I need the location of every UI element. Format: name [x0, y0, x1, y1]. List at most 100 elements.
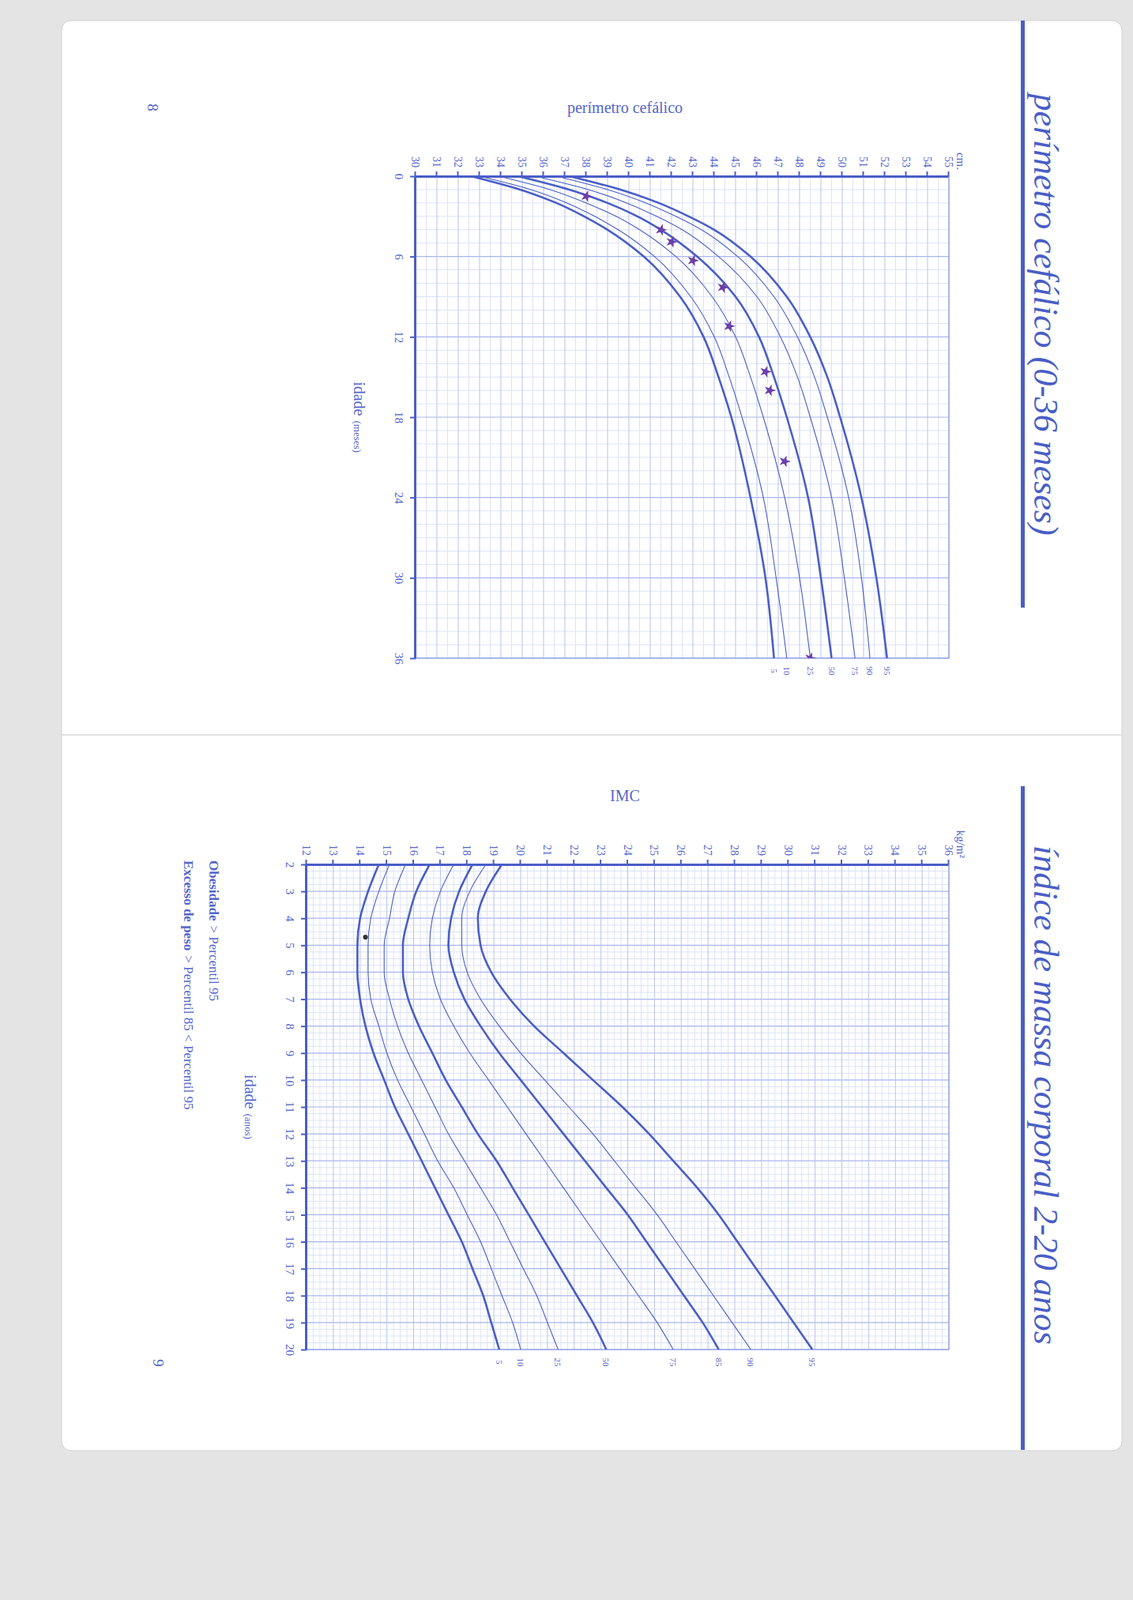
- y-tick-mark: [894, 859, 896, 865]
- y-tick: 15: [380, 844, 393, 865]
- y-tick-mark: [385, 859, 388, 865]
- y-tick-mark: [414, 171, 417, 177]
- x-tick: 16: [283, 1236, 307, 1250]
- y-tick: 34: [494, 156, 507, 177]
- grid-line: [671, 176, 673, 659]
- y-tick-label: 52: [878, 156, 891, 168]
- y-tick: 54: [921, 156, 934, 177]
- x-tick-label: 16: [283, 1236, 297, 1250]
- y-tick-mark: [478, 171, 481, 177]
- y-axis-title: perímetro cefálico: [567, 98, 683, 117]
- measurement-point: [362, 934, 368, 940]
- annotation: Excesso de peso> Percentil 85 < Percenti…: [180, 860, 196, 1111]
- x-tick-mark: [410, 417, 416, 419]
- y-tick-label: 14: [353, 844, 366, 856]
- x-tick-label: 8: [283, 1023, 297, 1030]
- y-tick-mark: [606, 171, 609, 177]
- y-tick-label: 25: [647, 844, 660, 856]
- y-tick-mark: [436, 171, 438, 177]
- percentile-label: 5: [494, 1359, 505, 1365]
- x-tick-mark: [301, 1214, 307, 1216]
- x-tick-label: 36: [392, 652, 406, 666]
- y-tick-mark: [305, 859, 308, 865]
- y-tick: 27: [701, 844, 714, 865]
- y-tick: 28: [728, 844, 741, 865]
- percentile-curve: [556, 176, 870, 659]
- y-tick: 34: [888, 844, 901, 865]
- y-tick-label: 38: [579, 156, 592, 168]
- y-tick-mark: [777, 171, 780, 177]
- annotation: Obesidade> Percentil 95: [206, 860, 222, 1002]
- percentile-curve: [357, 864, 500, 1350]
- grid-line: [415, 336, 949, 338]
- x-axis: 061218243036: [392, 173, 416, 666]
- y-tick: 39: [601, 156, 614, 177]
- grid-line: [415, 255, 949, 257]
- x-tick-mark: [301, 1160, 307, 1163]
- grid-line: [734, 864, 736, 1350]
- y-tick-label: 42: [665, 156, 678, 168]
- y-tick-mark: [628, 171, 630, 177]
- y-tick-label: 13: [327, 844, 339, 856]
- x-tick-label: 18: [392, 411, 406, 424]
- plot-area: [306, 864, 949, 1350]
- grid: [415, 176, 949, 659]
- y-tick: 45: [729, 156, 742, 177]
- y-tick-label: 31: [809, 844, 821, 856]
- y-tick-mark: [867, 859, 870, 865]
- x-tick-label: 9: [283, 1050, 297, 1058]
- texts: 510255075859095índice de massa corporal …: [150, 786, 1066, 1450]
- y-tick-mark: [466, 859, 468, 865]
- y-tick-mark: [412, 859, 415, 865]
- x-tick: 5: [283, 942, 307, 949]
- y-tick-mark: [921, 859, 923, 865]
- y-tick-mark: [331, 859, 334, 865]
- y-tick-label: 30: [782, 844, 795, 856]
- x-tick-mark: [410, 496, 416, 499]
- grid-line: [546, 864, 548, 1350]
- x-tick: 0: [392, 173, 416, 181]
- y-tick-label: 45: [729, 156, 742, 168]
- y-axis-unit: cm.: [954, 152, 968, 170]
- y-tick-mark: [756, 171, 758, 177]
- x-tick: 17: [283, 1263, 307, 1277]
- grid-line: [778, 176, 780, 659]
- x-tick-label: 20: [283, 1343, 297, 1356]
- page-number: 8: [144, 103, 162, 112]
- y-tick-mark: [542, 171, 545, 177]
- y-tick-label: 31: [430, 156, 443, 168]
- x-tick-mark: [301, 1052, 307, 1054]
- y-tick: 41: [643, 156, 656, 177]
- y-tick-mark: [519, 859, 522, 865]
- x-tick-mark: [301, 1241, 307, 1243]
- fold: [61, 734, 1122, 736]
- percentile-curve: [402, 864, 607, 1350]
- y-tick: 23: [594, 844, 607, 865]
- percentile-label: 25: [553, 1358, 563, 1368]
- y-tick-mark: [820, 171, 822, 177]
- x-axis-title-unit: (meses): [351, 420, 364, 452]
- percentile-curve: [534, 176, 855, 659]
- y-tick: 36: [537, 156, 550, 177]
- y-tick-label: 17: [433, 844, 446, 856]
- y-tick-label: 54: [921, 156, 934, 168]
- grid-line: [466, 864, 468, 1350]
- y-tick: 42: [665, 156, 678, 177]
- y-tick: 43: [686, 156, 699, 177]
- y-tick: 31: [430, 156, 443, 177]
- x-tick: 20: [283, 1343, 307, 1356]
- percentile-label: 90: [745, 1358, 756, 1368]
- y-tick-label: 32: [451, 156, 464, 168]
- y-tick-label: 28: [728, 844, 741, 856]
- x-tick-mark: [301, 1187, 307, 1190]
- y-tick-label: 51: [857, 156, 870, 168]
- y-tick-label: 18: [460, 844, 473, 856]
- grid-line: [500, 176, 502, 659]
- grid-line: [522, 176, 524, 659]
- grid-line: [564, 176, 566, 659]
- y-tick-label: 34: [494, 156, 507, 168]
- y-tick-label: 20: [514, 844, 527, 856]
- y-tick-mark: [734, 859, 736, 865]
- y-tick: 32: [451, 156, 464, 177]
- x-tick: 2: [283, 861, 307, 869]
